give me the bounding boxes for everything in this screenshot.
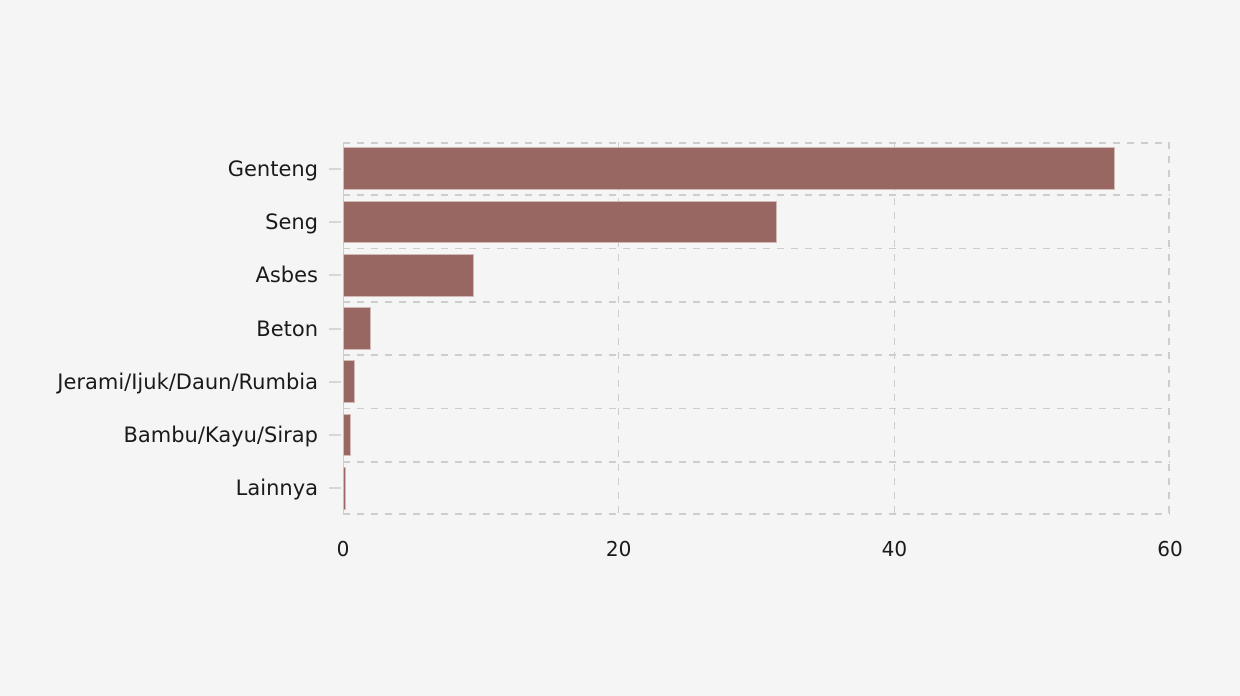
bar-jerami-ijuk-daun-rumbia: [343, 360, 356, 404]
plot-frame-bottom: [343, 513, 1170, 515]
plot-frame-top: [343, 142, 1170, 144]
bar-beton: [343, 307, 371, 350]
gridline-horizontal: [343, 354, 1170, 356]
gridline-horizontal: [343, 194, 1170, 197]
bar-asbes: [343, 253, 474, 297]
plot-area: [343, 142, 1170, 515]
x-tick-label-40: 40: [881, 537, 908, 561]
gridline-horizontal: [343, 301, 1170, 303]
gridline-horizontal: [343, 460, 1170, 463]
gridline-horizontal: [343, 407, 1170, 410]
y-tick-mark: [329, 434, 341, 437]
y-axis-label-asbes: Asbes: [255, 263, 319, 288]
x-tick-label-20: 20: [605, 537, 632, 561]
y-tick-mark: [329, 220, 341, 223]
y-tick-mark: [329, 167, 341, 170]
x-tick-label-0: 0: [336, 537, 350, 561]
y-axis-label-beton: Beton: [256, 316, 318, 341]
bar-lainnya: [343, 467, 346, 510]
y-axis-label-bambu-kayu-sirap: Bambu/Kayu/Sirap: [123, 423, 318, 448]
y-axis-label-jerami-ijuk-daun-rumbia: Jerami/Ijuk/Daun/Rumbia: [57, 369, 318, 394]
y-tick-mark: [329, 380, 341, 383]
gridline-vertical-40: [893, 142, 896, 515]
plot-frame-right: [1168, 142, 1170, 515]
bar-genteng: [343, 147, 1115, 190]
y-axis-label-seng: Seng: [265, 209, 318, 234]
bar-seng: [343, 200, 778, 244]
x-tick-label-60: 60: [1157, 537, 1183, 561]
y-tick-mark: [329, 274, 341, 277]
y-axis-label-lainnya: Lainnya: [235, 476, 318, 501]
y-tick-mark: [329, 487, 341, 490]
gridline-vertical-20: [617, 142, 620, 515]
bar-bambu-kayu-sirap: [343, 413, 352, 457]
y-tick-mark: [329, 327, 341, 330]
gridline-horizontal: [343, 247, 1170, 250]
y-axis-label-genteng: Genteng: [227, 156, 318, 181]
